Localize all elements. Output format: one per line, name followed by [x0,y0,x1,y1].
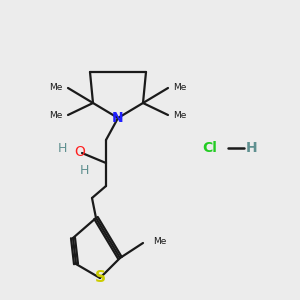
Text: Me: Me [173,112,186,121]
Text: Me: Me [173,82,186,91]
Text: O: O [75,145,86,159]
Text: S: S [94,271,106,286]
Text: Me: Me [153,238,166,247]
Text: N: N [112,111,124,125]
Text: Me: Me [50,82,63,91]
Text: H: H [79,164,89,176]
Text: H: H [246,141,258,155]
Text: Cl: Cl [202,141,217,155]
Text: Me: Me [50,112,63,121]
Text: H: H [57,142,67,154]
